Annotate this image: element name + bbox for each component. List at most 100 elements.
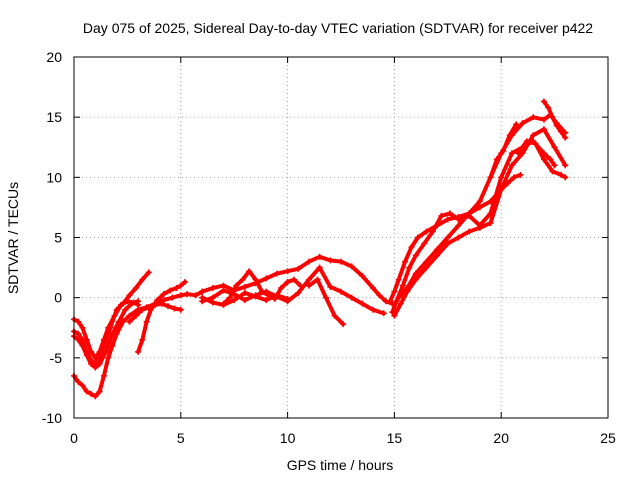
series-point xyxy=(547,156,554,163)
series-point xyxy=(540,156,547,163)
series-point xyxy=(359,300,366,307)
series-point xyxy=(523,138,530,145)
series-line-track-5 xyxy=(136,280,188,354)
series-point xyxy=(241,297,248,304)
series-point xyxy=(126,292,133,299)
series-point xyxy=(263,275,270,282)
series-point xyxy=(145,269,152,276)
series-point xyxy=(540,98,547,105)
series-point xyxy=(105,354,112,361)
series-point xyxy=(79,382,86,389)
series-point xyxy=(291,276,298,283)
series-point xyxy=(258,288,265,295)
series-point xyxy=(124,298,131,305)
series-point xyxy=(96,360,103,367)
series-point xyxy=(376,292,383,299)
series-point xyxy=(79,324,86,331)
series-point xyxy=(96,348,103,355)
series-point xyxy=(314,276,321,283)
series-point xyxy=(434,246,441,253)
series-group xyxy=(71,98,569,400)
series-point xyxy=(434,252,441,259)
series-point xyxy=(455,216,462,223)
series-point xyxy=(252,293,259,300)
series-point xyxy=(246,268,253,275)
series-line-track-13 xyxy=(390,139,557,315)
y-tick-label: 15 xyxy=(46,109,62,125)
series-point xyxy=(284,279,291,286)
series-point xyxy=(545,104,552,111)
series-point xyxy=(540,116,547,123)
series-point xyxy=(220,287,227,294)
series-point xyxy=(455,222,462,229)
x-axis-label: GPS time / hours xyxy=(287,457,394,473)
series-point xyxy=(429,228,436,235)
series-point xyxy=(75,330,82,337)
series-point xyxy=(139,306,146,313)
series-point xyxy=(399,282,406,289)
series-line-track-11 xyxy=(307,277,346,327)
series-point xyxy=(132,285,139,292)
series-point xyxy=(241,289,248,296)
series-point xyxy=(519,120,526,127)
series-point xyxy=(558,128,565,135)
x-tick-label: 15 xyxy=(387,430,403,446)
series-point xyxy=(135,298,142,305)
series-point xyxy=(476,224,483,231)
series-point xyxy=(92,354,99,361)
series-point xyxy=(508,150,515,157)
series-point xyxy=(387,298,394,305)
axis-ticks: 0 5 10 15 20 25 -10 -5 0 5 10 15 20 xyxy=(42,49,616,446)
series-point xyxy=(192,292,199,299)
series-point xyxy=(498,186,505,193)
series-point xyxy=(331,312,338,319)
y-axis-label: SDTVAR / TECUs xyxy=(5,182,21,294)
series-line-track-3 xyxy=(72,289,205,399)
series-point xyxy=(327,257,334,264)
series-point xyxy=(513,121,520,128)
series-point xyxy=(241,283,248,290)
series-point xyxy=(182,279,189,286)
series-point xyxy=(252,276,259,283)
series-point xyxy=(177,306,184,313)
series-point xyxy=(273,292,280,299)
series-point xyxy=(380,310,387,317)
series-point xyxy=(284,268,291,275)
series-point xyxy=(263,297,270,304)
series-point xyxy=(100,336,107,343)
series-point xyxy=(423,228,430,235)
series-point xyxy=(348,263,355,270)
series-point xyxy=(391,312,398,319)
series-point xyxy=(508,162,515,169)
series-point xyxy=(327,283,334,290)
y-tick-label: 10 xyxy=(46,169,62,185)
series-point xyxy=(83,336,90,343)
series-point xyxy=(370,306,377,313)
series-point xyxy=(231,297,238,304)
series-point xyxy=(412,270,419,277)
series-point xyxy=(96,388,103,395)
series-point xyxy=(145,304,152,311)
series-point xyxy=(109,342,116,349)
series-point xyxy=(143,318,150,325)
series-point xyxy=(83,388,90,395)
series-point xyxy=(122,306,129,313)
series-point xyxy=(305,258,312,265)
series-point xyxy=(160,291,167,298)
series-point xyxy=(199,294,206,301)
series-point xyxy=(128,300,135,307)
series-point xyxy=(105,324,112,331)
series-point xyxy=(551,162,558,169)
series-point xyxy=(278,285,285,292)
series-point xyxy=(423,264,430,271)
series-point xyxy=(88,348,95,355)
series-line-track-14 xyxy=(392,127,568,318)
series-point xyxy=(553,122,560,129)
series-point xyxy=(511,174,518,181)
series-line-track-15 xyxy=(396,172,523,300)
series-point xyxy=(562,174,569,181)
series-point xyxy=(139,336,146,343)
series-point xyxy=(158,300,165,307)
series-point xyxy=(316,264,323,271)
series-point xyxy=(562,162,569,169)
